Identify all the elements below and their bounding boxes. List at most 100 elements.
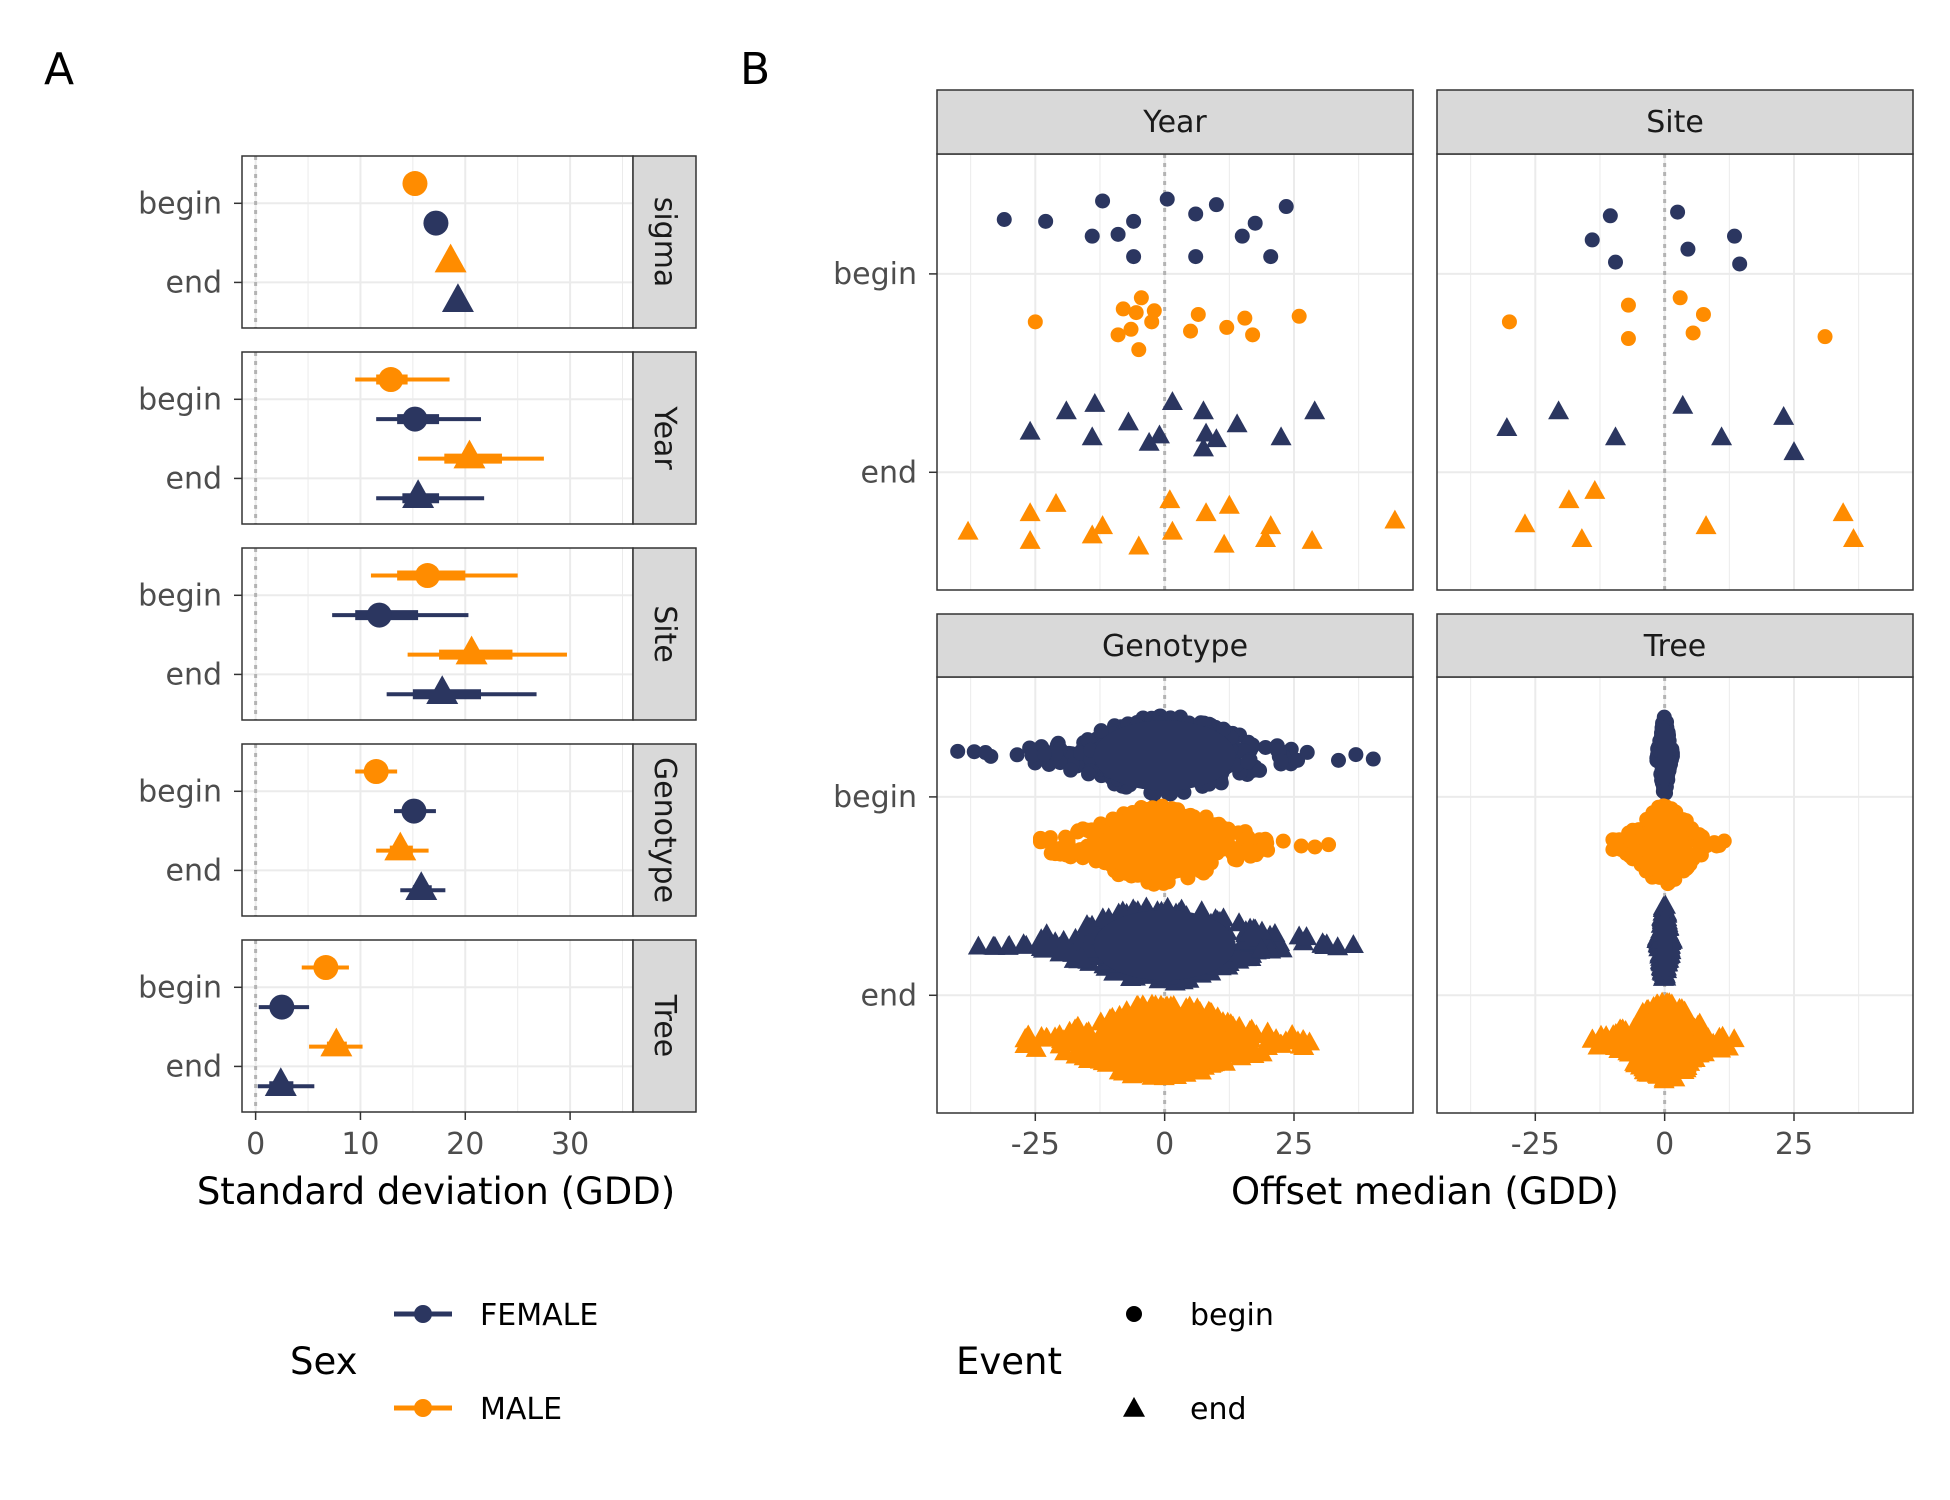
data-point	[1092, 1051, 1114, 1071]
data-point	[1183, 323, 1199, 339]
data-point	[1243, 1044, 1265, 1064]
legend-shape-key	[1126, 1306, 1142, 1322]
data-point	[1126, 249, 1142, 265]
data-point	[1605, 426, 1626, 446]
data-point	[1783, 441, 1805, 461]
data-point	[1247, 215, 1263, 231]
estimate-point	[378, 367, 404, 393]
data-point	[1055, 400, 1077, 420]
data-point	[1296, 926, 1318, 946]
data-point	[1581, 1028, 1603, 1048]
estimate-point	[441, 283, 474, 312]
data-point	[1085, 823, 1101, 839]
data-point	[1260, 515, 1282, 535]
data-point	[1030, 1025, 1052, 1045]
swarm-core	[1093, 909, 1236, 981]
data-point	[1245, 327, 1261, 343]
data-point	[1228, 949, 1250, 969]
legend-point-key	[414, 1399, 432, 1417]
data-point	[1127, 994, 1149, 1014]
estimate-point	[402, 406, 428, 432]
panel-b-facet-genotype: Genotype begin end -25 0 25	[833, 613, 1414, 1162]
data-point	[1672, 290, 1688, 306]
data-point	[1090, 1011, 1112, 1031]
y-tick-label: end	[165, 461, 222, 496]
swarm-core	[1657, 909, 1673, 981]
estimate-point	[455, 635, 488, 665]
data-point	[1251, 938, 1273, 958]
data-point	[1314, 935, 1336, 954]
legend-sex-title: Sex	[290, 1340, 358, 1383]
x-tick-label: 20	[446, 1127, 484, 1162]
data-point	[1257, 1021, 1279, 1041]
data-point	[1290, 1034, 1312, 1054]
y-tick-label: begin	[138, 382, 222, 417]
data-point	[1213, 533, 1235, 553]
data-point	[1608, 254, 1623, 270]
data-point	[1048, 746, 1064, 762]
y-tick-label: begin	[833, 257, 917, 292]
data-point	[1159, 191, 1175, 207]
data-point	[1234, 228, 1250, 244]
estimate-point	[415, 563, 441, 589]
data-point	[1263, 249, 1279, 265]
y-tick-label: begin	[138, 578, 222, 613]
data-point	[1024, 748, 1040, 764]
data-point	[1817, 329, 1833, 345]
facet-strip-label: Tree	[1643, 629, 1707, 664]
data-point	[1009, 747, 1025, 763]
y-tick-label: begin	[833, 780, 917, 815]
data-point	[1304, 400, 1326, 420]
data-point	[1348, 747, 1364, 763]
panel-b-facet-background	[1437, 154, 1913, 590]
panel-a-facet-site: Site begin end	[138, 547, 697, 721]
data-point	[1161, 391, 1183, 411]
facet-strip-label: Genotype	[647, 757, 682, 903]
data-point	[1063, 762, 1079, 778]
x-tick-label: 0	[1155, 1127, 1174, 1162]
data-point	[1110, 327, 1126, 343]
data-point	[1093, 723, 1109, 739]
data-point	[1095, 193, 1111, 209]
data-point	[1072, 948, 1094, 968]
data-point	[1123, 321, 1139, 337]
data-point	[1832, 502, 1854, 522]
panel-a-facet-genotype: Genotype begin end	[138, 743, 697, 917]
data-point	[1571, 528, 1593, 548]
data-point	[1019, 502, 1041, 522]
data-point	[1291, 308, 1307, 324]
data-point	[1036, 746, 1052, 762]
y-tick-label: end	[165, 1049, 222, 1084]
y-tick-label: end	[165, 657, 222, 692]
data-point	[1773, 405, 1795, 425]
data-point	[996, 212, 1012, 228]
panel-b-facet-year: Year begin end	[833, 89, 1414, 591]
legend-sex-item-female: FEMALE	[394, 1298, 598, 1333]
estimate-point	[320, 1027, 353, 1057]
data-point	[1084, 392, 1106, 412]
estimate-point	[402, 171, 428, 197]
estimate-point	[434, 243, 467, 273]
data-point	[1602, 208, 1618, 224]
data-point	[1205, 428, 1227, 448]
data-point	[1608, 1020, 1630, 1040]
data-point	[1126, 213, 1142, 229]
data-point	[966, 744, 982, 760]
data-point	[1216, 721, 1232, 737]
data-point	[1548, 400, 1570, 420]
legend-event-item-end: end	[1123, 1392, 1247, 1427]
data-point	[1270, 426, 1292, 446]
data-point	[1146, 786, 1162, 802]
facet-strip	[1436, 613, 1914, 678]
panel-a-facet-background	[242, 744, 633, 916]
data-point	[1612, 833, 1628, 849]
data-point	[1293, 838, 1309, 854]
data-point	[1258, 739, 1274, 755]
estimate-point	[313, 955, 339, 981]
data-point	[1058, 847, 1074, 863]
x-tick-label: 25	[1775, 1127, 1813, 1162]
data-point	[1558, 489, 1580, 509]
swarm-core	[1635, 1008, 1695, 1079]
data-point	[1128, 305, 1144, 321]
data-point	[1278, 199, 1294, 215]
